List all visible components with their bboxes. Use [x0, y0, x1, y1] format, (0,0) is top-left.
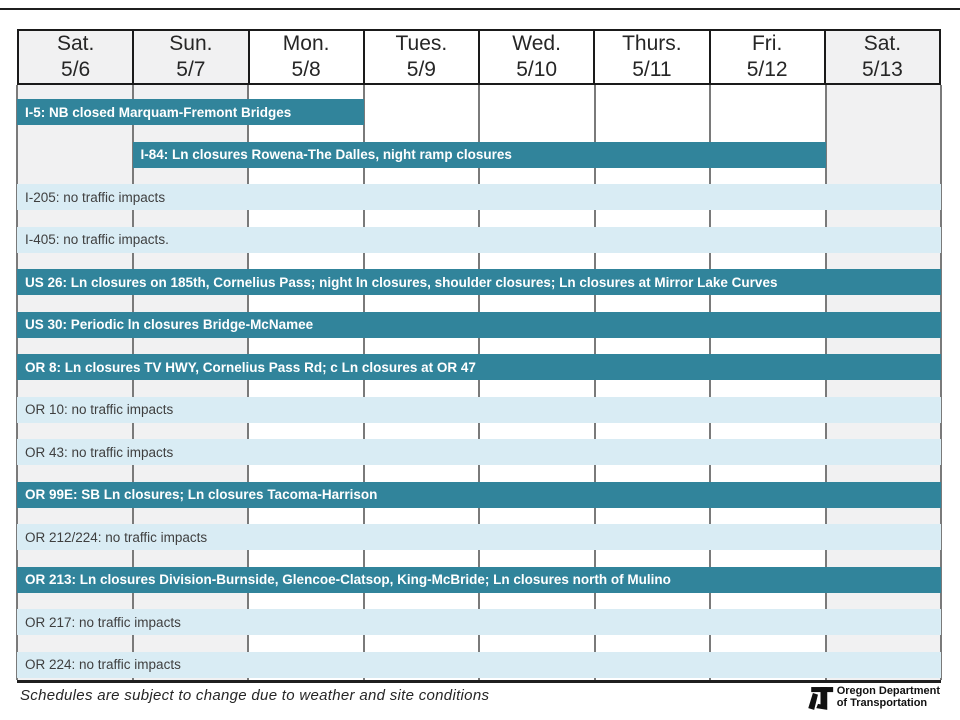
schedule-row: OR 10: no traffic impacts [17, 383, 941, 426]
day-date: 5/11 [632, 58, 672, 81]
day-date: 5/12 [746, 58, 788, 81]
bar-label: US 30: Periodic ln closures Bridge-McNam… [25, 317, 314, 332]
closure-bar: OR 99E: SB Ln closures; Ln closures Taco… [17, 481, 941, 508]
schedule-row: OR 99E: SB Ln closures; Ln closures Taco… [17, 468, 941, 511]
bar-label: I-5: NB closed Marquam-Fremont Bridges [25, 104, 292, 120]
schedule-table: Sat. 5/6 Sun. 5/7 Mon. 5/8 Tues. 5/9 Wed. 5/10 Thu… [16, 29, 942, 683]
bar-label: OR 217: no traffic impacts [25, 614, 181, 630]
bar-label: I-205: no traffic impacts [25, 189, 166, 205]
odot-logo: Oregon Department of Transportation [807, 685, 940, 711]
column-gridline [824, 85, 827, 680]
bar-label: OR 212/224: no traffic impacts [25, 529, 208, 545]
closure-bar: US 26: Ln closures on 185th, Cornelius P… [17, 269, 941, 295]
day-date: 5/8 [291, 58, 321, 81]
column-gridline [593, 85, 596, 680]
closure-bar: I-84: Ln closures Rowena-The Dalles, nig… [132, 141, 826, 168]
day-name: Sat. [863, 32, 902, 56]
day-date: 5/9 [406, 58, 436, 81]
day-name: Thurs. [622, 32, 682, 56]
no-impact-bar: OR 10: no traffic impacts [17, 396, 941, 423]
schedule-row: OR 217: no traffic impacts [17, 595, 941, 638]
day-name: Sun. [169, 32, 213, 56]
closure-bar: OR 213: Ln closures Division-Burnside, G… [17, 566, 941, 593]
logo-line1: Oregon Department [836, 685, 940, 698]
schedule-grid: I-5: NB closed Marquam-Fremont Bridges I-… [16, 85, 942, 683]
day-date: 5/6 [61, 58, 91, 81]
no-impact-bar: OR 224: no traffic impacts [17, 651, 941, 678]
bar-label: OR 224: no traffic impacts [25, 657, 181, 672]
day-name: Fri. [751, 32, 783, 56]
no-impact-bar: I-405: no traffic impacts. [17, 226, 941, 253]
bar-label: US 26: Ln closures on 185th, Cornelius P… [25, 274, 778, 290]
schedule-row: I-405: no traffic impacts. [17, 213, 941, 256]
footer-note: Schedules are subject to change due to w… [20, 687, 490, 704]
column-gridline [247, 85, 249, 680]
column-gridline [16, 85, 18, 680]
logo-line2: of Transportation [836, 697, 928, 709]
column-gridline [131, 85, 134, 680]
closure-bar: OR 8: Ln closures TV HWY, Cornelius Pass… [17, 354, 941, 380]
day-header-cell: Tues. 5/9 [362, 31, 478, 83]
schedule-row: OR 43: no traffic impacts [17, 425, 941, 468]
column-gridline [362, 85, 365, 680]
schedule-row: US 26: Ln closures on 185th, Cornelius P… [17, 255, 941, 298]
schedule-row: US 30: Periodic ln closures Bridge-McNam… [17, 298, 941, 341]
odot-logo-icon [807, 687, 833, 710]
day-date: 5/10 [516, 58, 558, 81]
no-impact-bar: OR 43: no traffic impacts [17, 439, 941, 465]
no-impact-bar: OR 212/224: no traffic impacts [17, 524, 941, 550]
day-date: 5/13 [861, 58, 903, 81]
day-name: Sat. [56, 32, 95, 56]
day-header-cell: Fri. 5/12 [708, 31, 824, 83]
day-name: Wed. [512, 32, 561, 56]
schedule-row: I-84: Ln closures Rowena-The Dalles, nig… [17, 128, 941, 171]
day-header-cell: Wed. 5/10 [478, 31, 594, 83]
bar-label: I-84: Ln closures Rowena-The Dalles, nig… [140, 147, 512, 162]
day-header-cell: Mon. 5/8 [247, 31, 363, 83]
day-header-cell: Thurs. 5/11 [593, 31, 709, 83]
column-gridline [478, 85, 480, 680]
schedule-row: OR 212/224: no traffic impacts [17, 510, 941, 553]
bar-label: OR 99E: SB Ln closures; Ln closures Taco… [25, 487, 378, 502]
day-header-cell: Sat. 5/6 [19, 31, 133, 83]
bar-label: OR 43: no traffic impacts [25, 444, 174, 460]
schedule-row: OR 8: Ln closures TV HWY, Cornelius Pass… [17, 340, 941, 383]
no-impact-bar: I-205: no traffic impacts [17, 184, 941, 210]
schedule-row: OR 213: Ln closures Division-Burnside, G… [17, 553, 941, 596]
column-gridline [940, 85, 942, 680]
day-header-cell: Sat. 5/13 [823, 31, 939, 83]
day-date: 5/7 [176, 58, 206, 81]
top-rule [0, 8, 960, 10]
day-name: Tues. [395, 32, 448, 56]
day-name: Mon. [282, 32, 330, 56]
closure-bar: I-5: NB closed Marquam-Fremont Bridges [17, 99, 364, 125]
no-impact-bar: OR 217: no traffic impacts [17, 609, 941, 635]
bar-label: OR 10: no traffic impacts [25, 402, 174, 417]
schedule-row: I-205: no traffic impacts [17, 170, 941, 213]
column-gridline [709, 85, 711, 680]
bar-label: I-405: no traffic impacts. [25, 232, 169, 247]
schedule-row: I-5: NB closed Marquam-Fremont Bridges [17, 85, 941, 128]
odot-logo-text: Oregon Department of Transportation [836, 685, 940, 710]
closure-bar: US 30: Periodic ln closures Bridge-McNam… [17, 311, 941, 338]
schedule-row: OR 224: no traffic impacts [17, 638, 941, 681]
bar-label: OR 8: Ln closures TV HWY, Cornelius Pass… [25, 359, 476, 375]
day-header-cell: Sun. 5/7 [132, 31, 248, 83]
day-header-row: Sat. 5/6 Sun. 5/7 Mon. 5/8 Tues. 5/9 Wed. 5/10 Thu… [17, 29, 941, 85]
bar-label: OR 213: Ln closures Division-Burnside, G… [25, 572, 671, 587]
